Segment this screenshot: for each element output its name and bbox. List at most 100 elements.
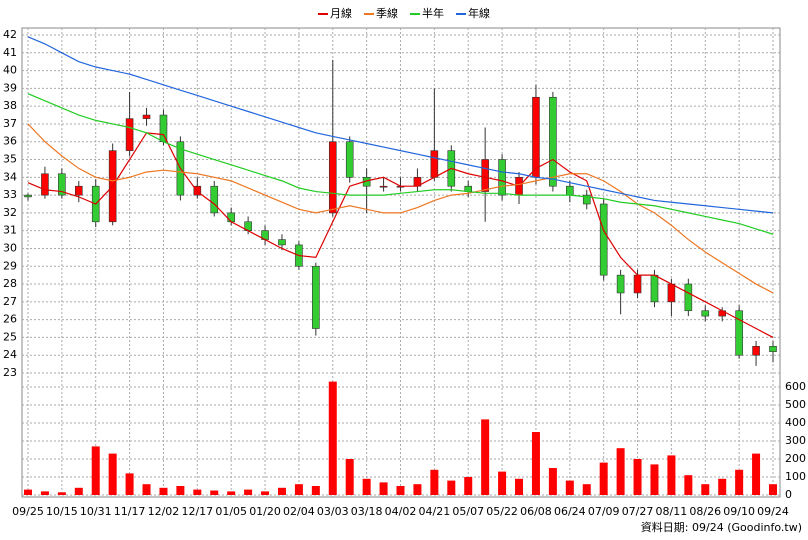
candle-body xyxy=(684,283,693,312)
x-tick-label: 06/24 xyxy=(554,505,586,518)
candle-body xyxy=(735,310,743,356)
x-tick-label: 07/09 xyxy=(588,505,620,518)
x-tick-label: 09/24 xyxy=(757,505,789,518)
y-tick-label: 37 xyxy=(3,117,17,130)
x-tick-label: 01/20 xyxy=(249,505,281,518)
candle-body xyxy=(125,118,134,151)
x-tick-label: 08/26 xyxy=(689,505,721,518)
candle-body xyxy=(667,283,676,303)
volume-bar xyxy=(396,486,405,495)
volume-bar xyxy=(650,464,659,495)
volume-bar xyxy=(498,471,507,495)
y-tick-label: 41 xyxy=(3,46,17,59)
candle-body xyxy=(481,159,489,192)
volume-bar xyxy=(142,484,151,495)
y-tick-label: 24 xyxy=(3,348,17,361)
candle-body xyxy=(549,96,557,187)
x-tick-label: 02/04 xyxy=(283,505,315,518)
x-tick-label: 07/27 xyxy=(622,505,654,518)
x-tick-label: 12/17 xyxy=(181,505,213,518)
volume-bar xyxy=(125,473,134,495)
y-tick-label: 30 xyxy=(3,241,17,254)
candle-body xyxy=(24,194,32,198)
volume-bar xyxy=(582,484,591,495)
y-tick-label: 34 xyxy=(3,170,17,183)
volume-bar xyxy=(345,459,354,495)
volume-bar xyxy=(244,489,253,495)
x-tick-label: 11/17 xyxy=(114,505,146,518)
volume-bar xyxy=(227,491,236,495)
x-tick-label: 04/21 xyxy=(419,505,451,518)
candle-body xyxy=(328,141,337,214)
y2-tick-label: 300 xyxy=(785,434,806,447)
volume-bar xyxy=(40,491,49,495)
y2-tick-label: 100 xyxy=(785,470,806,483)
volume-bar xyxy=(447,480,456,495)
candle-body xyxy=(159,114,168,143)
y-tick-label: 39 xyxy=(3,81,17,94)
candle-body xyxy=(752,346,760,356)
volume-bar xyxy=(735,469,744,495)
x-tick-label: 03/03 xyxy=(317,505,349,518)
volume-bar xyxy=(74,487,83,495)
y-tick-label: 42 xyxy=(3,28,17,41)
volume-bar xyxy=(108,453,117,495)
volume-bar xyxy=(57,492,66,495)
volume-bar xyxy=(701,484,710,495)
y-tick-label: 29 xyxy=(3,259,17,272)
ma-line xyxy=(27,36,774,214)
legend-label: 月線 xyxy=(330,6,352,20)
volume-bar xyxy=(311,486,320,495)
candle-body xyxy=(41,173,49,196)
volume-bar xyxy=(769,484,777,495)
candle-body xyxy=(769,346,777,352)
y-tick-label: 23 xyxy=(3,366,17,379)
volume-bar xyxy=(430,469,439,495)
volume-bar xyxy=(294,484,303,495)
candle-body xyxy=(532,96,540,178)
volume-bar xyxy=(515,478,524,495)
x-tick-label: 05/07 xyxy=(452,505,484,518)
volume-bar xyxy=(362,478,371,495)
volume-bar xyxy=(599,462,608,495)
x-tick-label: 10/31 xyxy=(80,505,112,518)
candle-body xyxy=(498,159,506,196)
y2-tick-label: 0 xyxy=(785,488,792,501)
y-tick-label: 38 xyxy=(3,99,17,112)
x-tick-label: 09/25 xyxy=(12,505,44,518)
legend-label: 年線 xyxy=(468,6,490,20)
volume-bar xyxy=(718,478,727,495)
volume-bar xyxy=(565,480,574,495)
candle-body xyxy=(430,150,439,178)
volume-bar xyxy=(277,487,286,495)
volume-bar xyxy=(481,419,490,495)
volume-bar xyxy=(413,484,422,495)
volume-bar xyxy=(633,459,642,495)
ma-line xyxy=(27,123,774,294)
x-tick-label: 03/18 xyxy=(351,505,383,518)
y-tick-label: 33 xyxy=(3,188,17,201)
candle-body xyxy=(650,274,659,303)
y2-tick-label: 500 xyxy=(785,398,806,411)
x-tick-label: 01/05 xyxy=(215,505,247,518)
candle-body xyxy=(379,185,388,188)
volume-bar xyxy=(261,491,270,495)
volume-bar xyxy=(210,490,219,495)
legend-label: 半年 xyxy=(422,6,444,20)
volume-bar xyxy=(464,477,473,495)
candle-body xyxy=(582,194,591,205)
volume-bar xyxy=(379,482,388,495)
y-tick-label: 26 xyxy=(3,313,17,326)
footer: 資料日期: 09/24 (Goodinfo.tw) xyxy=(641,520,802,534)
volume-bar xyxy=(193,489,202,495)
volume-bar xyxy=(531,432,540,495)
volume-bar xyxy=(684,475,693,495)
candle-body xyxy=(599,203,608,276)
candle-body xyxy=(58,173,66,196)
volume-bar xyxy=(616,448,625,495)
x-tick-label: 05/22 xyxy=(486,505,518,518)
candle-body xyxy=(701,310,710,317)
ma-line xyxy=(27,132,774,338)
y-tick-label: 27 xyxy=(3,295,17,308)
